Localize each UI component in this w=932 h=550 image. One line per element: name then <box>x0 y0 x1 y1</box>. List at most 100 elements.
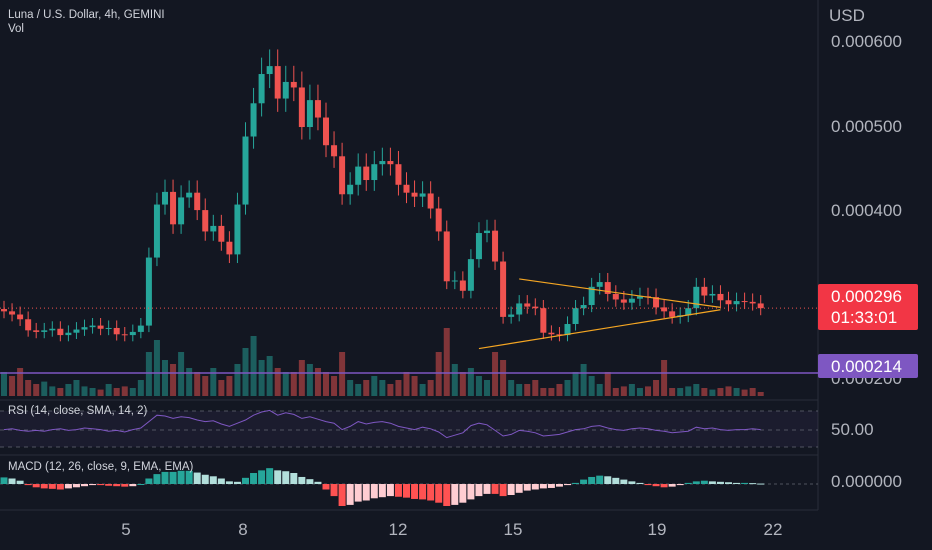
volume-bar <box>532 380 539 396</box>
candle-body <box>532 306 539 309</box>
macd-histogram-bar <box>242 477 249 484</box>
macd-histogram-bar <box>547 484 555 488</box>
volume-bar <box>121 386 128 396</box>
candle-body <box>81 327 88 330</box>
volume-bar <box>1 372 7 396</box>
x-tick: 15 <box>503 520 523 539</box>
volume-bar <box>105 384 112 396</box>
candle-body <box>178 197 185 225</box>
volume-bar <box>467 368 474 396</box>
candle-body <box>186 192 193 198</box>
macd-histogram-bar <box>716 481 724 484</box>
candle-body <box>282 81 289 99</box>
candle-body <box>411 192 418 197</box>
candle-body <box>661 307 668 312</box>
macd-histogram-bar <box>258 470 266 484</box>
volume-bar <box>113 388 120 396</box>
volume-bar <box>628 384 635 396</box>
candle-body <box>757 303 764 309</box>
last-price-value: 0.000296 <box>831 287 902 306</box>
macd-histogram-bar <box>24 484 32 486</box>
candle-body <box>242 136 249 205</box>
macd-histogram-bar <box>314 481 322 484</box>
candle-body <box>250 103 257 137</box>
volume-bar <box>81 386 88 396</box>
macd-histogram-bar <box>660 484 668 488</box>
candle-body <box>749 301 756 304</box>
macd-tick: 0.000000 <box>831 472 902 491</box>
volume-bar <box>411 376 418 396</box>
macd-histogram-bar <box>209 476 217 484</box>
candle-body <box>508 314 515 317</box>
volume-bar <box>387 384 394 396</box>
volume-bar <box>693 384 700 396</box>
candle-body <box>403 184 410 193</box>
volume-bar <box>484 380 490 396</box>
volume-bar <box>717 388 724 396</box>
candle-body <box>516 303 523 315</box>
macd-histogram-bar <box>668 484 676 487</box>
macd-histogram-bar <box>403 484 410 498</box>
macd-histogram-bar <box>40 484 48 489</box>
candle-body <box>17 314 24 320</box>
candle-body <box>556 334 563 336</box>
macd-histogram-bar <box>523 484 531 491</box>
volume-bar <box>596 384 603 396</box>
candle-body <box>500 261 507 317</box>
macd-histogram-bar <box>306 479 314 484</box>
volume-bar <box>145 352 152 396</box>
macd-histogram-bar <box>588 476 596 484</box>
candle-body <box>89 325 96 328</box>
candle-body <box>451 280 458 282</box>
candle-body <box>9 311 16 315</box>
volume-bar <box>250 336 257 396</box>
volume-bar <box>419 384 426 396</box>
candle-body <box>435 208 442 232</box>
macd-histogram-bar <box>225 481 233 484</box>
candle-body <box>137 325 144 332</box>
rsi-tick: 50.00 <box>831 420 874 439</box>
candle-body <box>741 301 748 303</box>
volume-bar <box>25 380 32 396</box>
volume-bar <box>266 356 273 396</box>
volume-bar <box>653 380 660 396</box>
volume-bar <box>355 384 362 396</box>
macd-histogram-bar <box>411 484 419 499</box>
candle-body <box>475 233 482 260</box>
candle-body <box>427 193 434 209</box>
candle-body <box>379 161 386 165</box>
macd-histogram-bar <box>636 482 644 484</box>
volume-bar <box>306 364 313 396</box>
candle-body <box>339 156 346 195</box>
macd-histogram-bar <box>749 483 757 485</box>
volume-bar <box>314 368 321 396</box>
volume-bar <box>588 376 595 396</box>
candle-body <box>387 161 394 165</box>
macd-histogram-bar <box>757 483 765 485</box>
candle-body <box>121 334 128 336</box>
volume-bar <box>435 352 442 396</box>
candle-body <box>669 311 676 317</box>
volume-bar <box>137 380 144 396</box>
candle-body <box>323 117 329 146</box>
volume-bar <box>323 372 329 396</box>
volume-bar <box>749 388 756 396</box>
candle-body <box>604 282 611 294</box>
macd-histogram-bar <box>274 470 282 484</box>
candle-body <box>443 231 450 282</box>
candle-body <box>314 100 321 118</box>
x-tick: 12 <box>388 520 408 539</box>
volume-bar <box>210 368 217 396</box>
candle-body <box>636 296 643 299</box>
macd-histogram-bar <box>217 478 225 484</box>
volume-bar <box>49 386 56 396</box>
volume-bar <box>492 352 499 396</box>
macd-histogram-bar <box>290 473 298 484</box>
macd-histogram-bar <box>137 484 145 485</box>
volume-bar <box>757 392 764 396</box>
candle-body <box>628 298 635 303</box>
macd-histogram-bar <box>233 481 241 484</box>
volume-bar <box>194 372 201 396</box>
candle-body <box>693 286 700 309</box>
